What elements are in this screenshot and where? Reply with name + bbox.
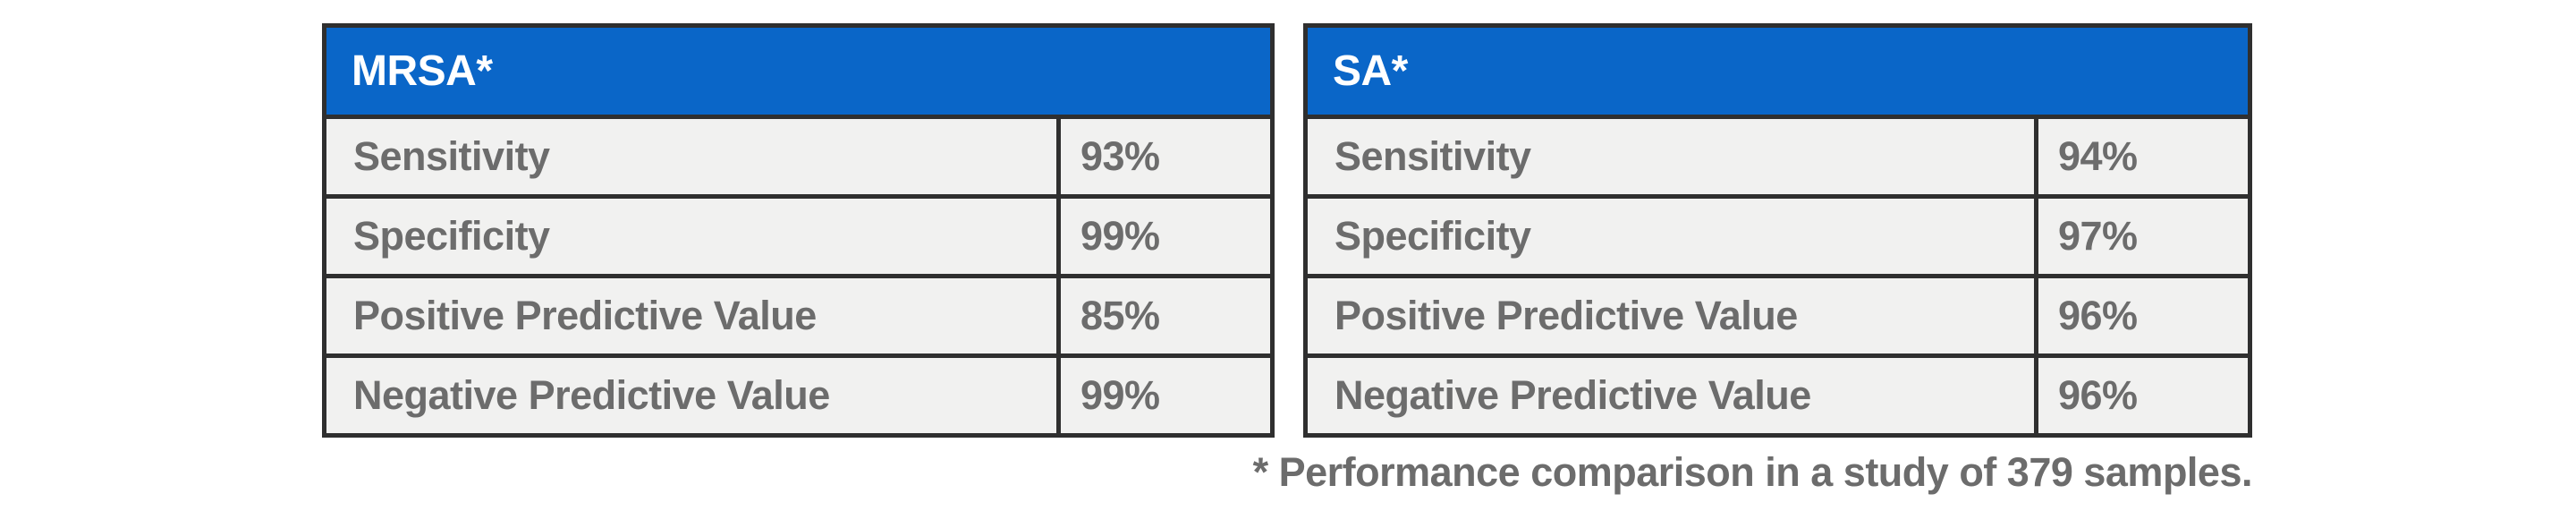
metric-value: 96%	[2058, 293, 2138, 338]
footnote: * Performance comparison in a study of 3…	[1252, 449, 2253, 495]
metric-label: Sensitivity	[1335, 133, 1531, 179]
metric-label-cell: Negative Predictive Value	[1308, 358, 2038, 433]
table-row-specificity: Specificity 99%	[326, 194, 1270, 274]
metric-label-cell: Positive Predictive Value	[326, 278, 1061, 353]
metric-label: Specificity	[353, 213, 550, 259]
metric-value-cell: 96%	[2038, 278, 2248, 353]
sa-table-header: SA*	[1308, 28, 2248, 115]
mrsa-table: MRSA* Sensitivity 93% Specificity 99% Po…	[322, 23, 1275, 438]
metric-label-cell: Specificity	[1308, 199, 2038, 274]
table-row-ppv: Positive Predictive Value 96%	[1308, 274, 2248, 353]
metric-label-cell: Negative Predictive Value	[326, 358, 1061, 433]
table-row-ppv: Positive Predictive Value 85%	[326, 274, 1270, 353]
table-row-sensitivity: Sensitivity 94%	[1308, 115, 2248, 194]
metric-label: Negative Predictive Value	[1335, 372, 1811, 418]
metric-label: Positive Predictive Value	[1335, 293, 1798, 338]
metric-value-cell: 97%	[2038, 199, 2248, 274]
table-row-npv: Negative Predictive Value 99%	[326, 353, 1270, 433]
metric-value-cell: 99%	[1061, 199, 1270, 274]
sa-table: SA* Sensitivity 94% Specificity 97% Posi…	[1303, 23, 2252, 438]
mrsa-table-header: MRSA*	[326, 28, 1270, 115]
sa-table-title: SA*	[1333, 47, 1408, 95]
metric-label-cell: Sensitivity	[1308, 119, 2038, 194]
table-row-specificity: Specificity 97%	[1308, 194, 2248, 274]
metric-value: 85%	[1080, 293, 1160, 338]
metric-value-cell: 99%	[1061, 358, 1270, 433]
metric-value: 97%	[2058, 213, 2138, 259]
metric-label-cell: Specificity	[326, 199, 1061, 274]
metric-value-cell: 93%	[1061, 119, 1270, 194]
table-row-sensitivity: Sensitivity 93%	[326, 115, 1270, 194]
metric-value: 96%	[2058, 372, 2138, 418]
metric-label: Specificity	[1335, 213, 1531, 259]
metric-label: Sensitivity	[353, 133, 550, 179]
mrsa-table-title: MRSA*	[352, 47, 493, 95]
table-row-npv: Negative Predictive Value 96%	[1308, 353, 2248, 433]
metric-label-cell: Sensitivity	[326, 119, 1061, 194]
metric-value: 93%	[1080, 133, 1160, 179]
metric-value: 99%	[1080, 372, 1160, 418]
metric-value: 94%	[2058, 133, 2138, 179]
metric-label: Positive Predictive Value	[353, 293, 817, 338]
metric-label: Negative Predictive Value	[353, 372, 830, 418]
metric-value: 99%	[1080, 213, 1160, 259]
metric-value-cell: 85%	[1061, 278, 1270, 353]
metric-value-cell: 96%	[2038, 358, 2248, 433]
metric-value-cell: 94%	[2038, 119, 2248, 194]
metric-label-cell: Positive Predictive Value	[1308, 278, 2038, 353]
